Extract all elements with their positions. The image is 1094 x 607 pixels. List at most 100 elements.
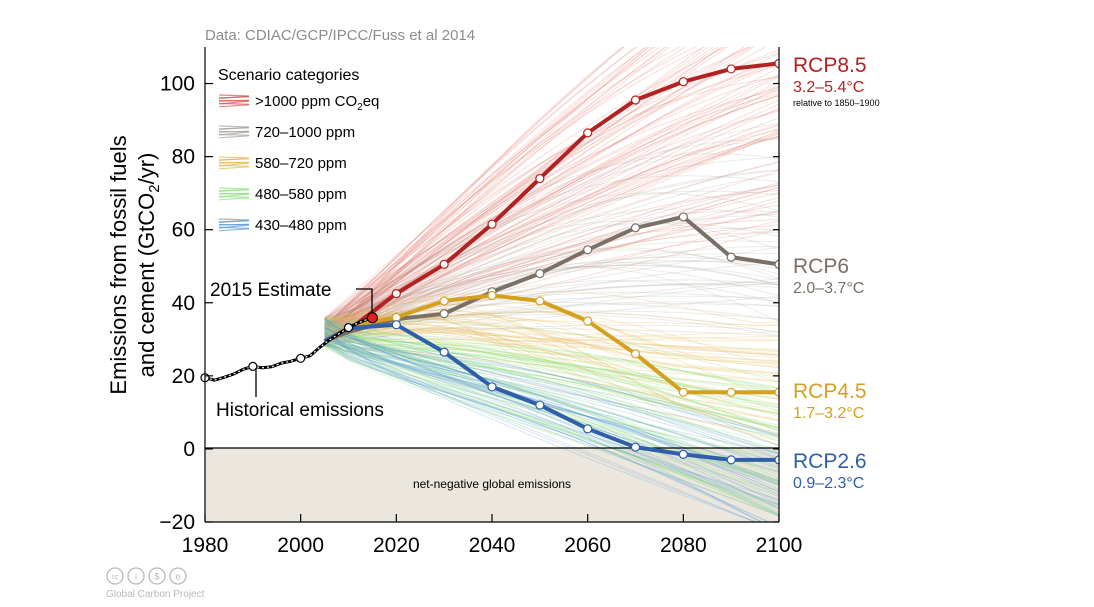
scenario-line: [324, 132, 779, 335]
rcp-point-2-10: [774, 387, 779, 397]
scenario-line: [324, 341, 779, 493]
scenario-line: [324, 297, 779, 355]
scenario-line: [324, 345, 779, 513]
scenario-line: [324, 300, 779, 341]
scenario-line: [324, 214, 779, 327]
scenario-line: [324, 291, 779, 333]
scenario-line: [324, 326, 779, 515]
rcp-point-0-7: [630, 95, 641, 105]
y-tick-label-4: 60: [172, 219, 195, 242]
scenario-line: [324, 335, 779, 455]
rcp-point-2-8: [678, 387, 688, 397]
relative-note: relative to 1850–1900: [793, 98, 880, 108]
net-negative-region: [205, 448, 779, 522]
scenario-line: [324, 330, 779, 356]
rcp-point-0-2: [391, 289, 401, 299]
scenario-line: [324, 76, 779, 319]
scenario-line: [324, 341, 779, 517]
scenario-line: [324, 184, 779, 339]
scenario-line: [324, 47, 648, 338]
scenario-line: [324, 136, 779, 327]
scenario-line: [324, 182, 779, 339]
rcp-lines: [323, 58, 779, 465]
scenario-line: [324, 332, 779, 414]
scenario-line: [324, 319, 762, 522]
scenario-line: [324, 325, 779, 496]
scenario-line: [324, 283, 779, 321]
legend-label-0: >1000 ppm CO2eq: [255, 93, 379, 113]
scenario-line: [324, 47, 654, 326]
rcp-point-1-7: [630, 223, 641, 233]
scenario-line: [324, 47, 651, 347]
rcp-point-0-5: [535, 173, 545, 184]
scenario-line: [324, 329, 779, 415]
y-axis-label-line2: and cement (GtCO2/yr): [134, 153, 163, 378]
scenario-line: [324, 338, 779, 436]
scenario-line: [324, 186, 779, 344]
scenario-line: [324, 319, 779, 510]
scenario-line: [324, 89, 779, 321]
scenario-line: [324, 169, 779, 325]
legend-swatch-3: [218, 187, 250, 201]
scenario-line: [324, 338, 779, 383]
legend-label-1: 720–1000 ppm: [255, 124, 355, 141]
scenario-line: [324, 324, 779, 482]
scenario-line: [324, 153, 779, 321]
scenario-line: [324, 344, 779, 412]
rcp-point-3-6: [583, 424, 593, 434]
scenario-line: [324, 309, 779, 368]
scenario-line: [324, 197, 779, 325]
scenario-line: [324, 94, 779, 329]
scenario-line: [324, 281, 779, 328]
scenario-line: [324, 332, 779, 492]
scenario-line: [324, 204, 779, 330]
scenario-line: [324, 326, 779, 392]
scenario-line: [324, 47, 727, 319]
scenario-line: [324, 341, 770, 522]
y-tick-label-1: 0: [183, 438, 195, 461]
rcp-point-0-10: [774, 58, 779, 69]
scenario-line: [324, 341, 779, 506]
svg-text:cc: cc: [112, 574, 120, 581]
source-note: Data: CDIAC/GCP/IPCC/Fuss et al 2014: [205, 27, 475, 44]
scenario-line: [324, 129, 779, 345]
scenario-line: [324, 303, 779, 369]
scenario-line: [324, 329, 779, 469]
scenario-line: [324, 332, 779, 400]
rcp-point-0-8: [678, 77, 688, 87]
scenario-line: [324, 337, 779, 455]
scenario-line: [324, 326, 779, 505]
scenario-line: [324, 227, 779, 333]
scenario-line: [324, 190, 779, 342]
scenario-line: [324, 67, 779, 327]
scenario-line: [324, 318, 779, 454]
scenario-line: [324, 184, 779, 338]
legend-label-2: 580–720 ppm: [255, 155, 347, 172]
scenario-line: [324, 342, 779, 445]
scenario-line: [324, 328, 779, 453]
rcp-range-1: 2.0–3.7°C: [793, 280, 864, 297]
scenario-line: [324, 327, 779, 459]
rcp-point-0-3: [439, 259, 449, 270]
scenario-line: [324, 318, 779, 431]
scenario-line: [324, 345, 779, 506]
scenario-line: [324, 337, 779, 462]
scenario-line: [324, 317, 779, 516]
scenario-line: [324, 264, 779, 319]
scenario-line: [324, 311, 779, 429]
cc-license-logo: cc i $ o: [106, 567, 187, 585]
historical-line-dash: [204, 317, 373, 381]
logo-text: Global Carbon Project: [106, 589, 205, 600]
scenario-line: [324, 337, 779, 392]
scenario-line: [324, 47, 668, 328]
scenario-line: [324, 338, 779, 510]
rcp-point-1-3: [439, 309, 449, 319]
scenario-line: [324, 331, 779, 376]
legend-swatch-0: [218, 94, 250, 108]
scenario-line: [324, 340, 779, 437]
y-tick-label-5: 80: [172, 146, 195, 169]
scenario-line: [324, 47, 637, 327]
scenario-line: [324, 52, 779, 321]
svg-text:o: o: [175, 572, 180, 582]
historical-point-5: [248, 361, 258, 371]
